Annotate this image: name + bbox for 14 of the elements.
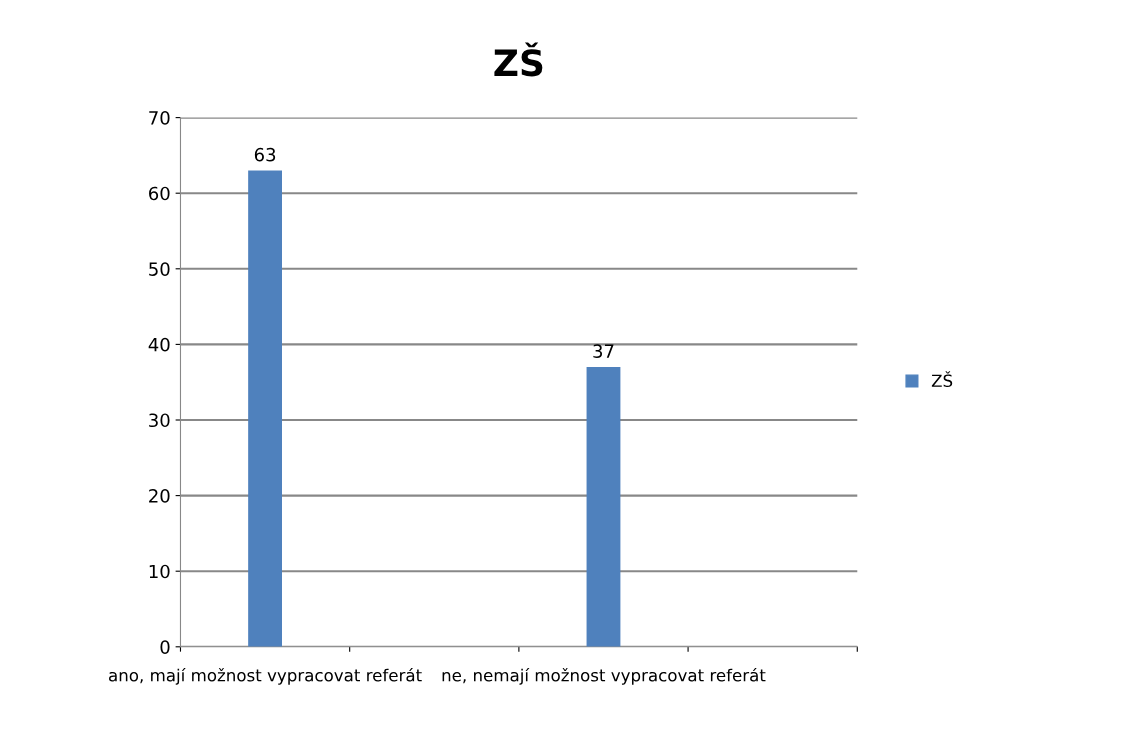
y-tick-label: 50 bbox=[149, 262, 170, 276]
y-tick-label: 20 bbox=[149, 489, 170, 503]
y-tick-label: 0 bbox=[160, 640, 170, 654]
x-tick-label: ano, mají možnost vypracovat referát bbox=[109, 667, 422, 685]
data-label: 37 bbox=[593, 344, 614, 359]
y-tick-label: 10 bbox=[149, 564, 170, 579]
chart-title: ZŠ bbox=[494, 42, 543, 77]
legend-label: ZŠ bbox=[931, 371, 953, 388]
y-tick-label: 40 bbox=[148, 337, 170, 352]
y-tick-label: 60 bbox=[149, 186, 170, 201]
y-tick-label: 70 bbox=[149, 111, 170, 125]
data-label: 63 bbox=[254, 147, 276, 162]
y-tick-label: 30 bbox=[149, 413, 170, 428]
x-tick-label: ne, nemají možnost vypracovat referát bbox=[442, 667, 766, 685]
